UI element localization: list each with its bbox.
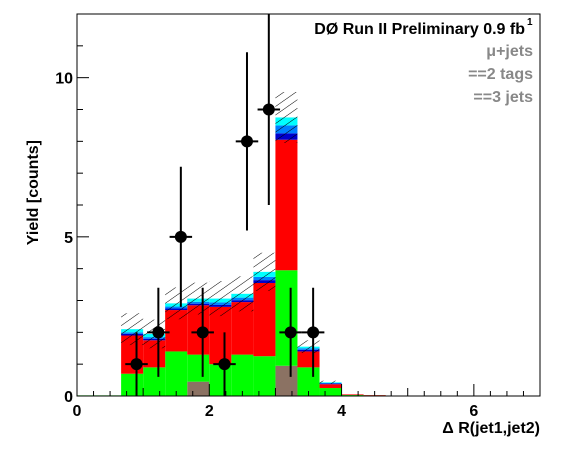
data-point	[240, 135, 253, 148]
subtitle-line-1: μ+jets	[486, 43, 533, 60]
uncertainty-hatch	[165, 287, 188, 320]
uncertainty-hatch	[209, 281, 232, 317]
chart-title-superscript: 1	[527, 17, 533, 28]
x-axis-label: Δ R(jet1,jet2)	[442, 420, 540, 437]
x-tick-label: 0	[73, 403, 82, 420]
y-tick-label: 10	[55, 71, 73, 88]
uncertainty-hatch	[319, 380, 342, 384]
uncertainty-hatch	[297, 340, 320, 354]
data-point	[284, 326, 297, 339]
bar-segment	[297, 351, 320, 368]
chart-title: DØ Run II Preliminary 0.9 fb	[314, 21, 525, 38]
data-point	[196, 326, 209, 339]
data-point	[262, 103, 275, 116]
bar-segment	[187, 354, 210, 382]
subtitle-line-2: ==2 tags	[468, 66, 533, 83]
subtitle-line-3: ==3 jets	[473, 89, 533, 106]
uncertainty-hatch	[187, 282, 210, 315]
bar-segment	[187, 381, 210, 396]
bar-segment	[275, 270, 298, 366]
bar-segment	[165, 310, 188, 352]
stacked-histogram	[77, 117, 408, 396]
bar-segment	[341, 394, 364, 396]
bar-segment	[165, 351, 188, 396]
x-tick-label: 4	[337, 403, 346, 420]
bar-segment	[319, 384, 342, 389]
data-point	[130, 358, 143, 371]
y-tick-label: 0	[64, 389, 73, 406]
data-points	[125, 14, 325, 396]
bar-segment	[209, 364, 232, 396]
x-tick-label: 2	[205, 403, 214, 420]
bar-segment	[209, 306, 232, 365]
bar-segment	[275, 365, 298, 396]
uncertainty-hatch	[275, 91, 298, 143]
x-tick-label: 6	[469, 403, 478, 420]
bar-segment	[231, 302, 254, 355]
bar-segment	[253, 282, 276, 357]
data-point	[174, 230, 187, 243]
axes: 0 2 4 6 0 5 10	[55, 13, 541, 420]
bar-segment	[253, 356, 276, 396]
y-tick-label: 5	[64, 230, 73, 247]
uncertainty-hatch	[253, 252, 276, 291]
bar-segment	[275, 139, 298, 271]
y-axis-label: Yield [counts]	[25, 140, 42, 245]
uncertainty-hatch	[231, 276, 254, 312]
data-point	[152, 326, 165, 339]
data-point	[307, 326, 320, 339]
uncertainty-hatch	[121, 313, 144, 346]
data-point	[218, 358, 231, 371]
bar-segment	[121, 373, 144, 396]
bar-segment	[143, 367, 166, 396]
bar-segment	[231, 354, 254, 396]
bar-segment	[319, 388, 342, 396]
